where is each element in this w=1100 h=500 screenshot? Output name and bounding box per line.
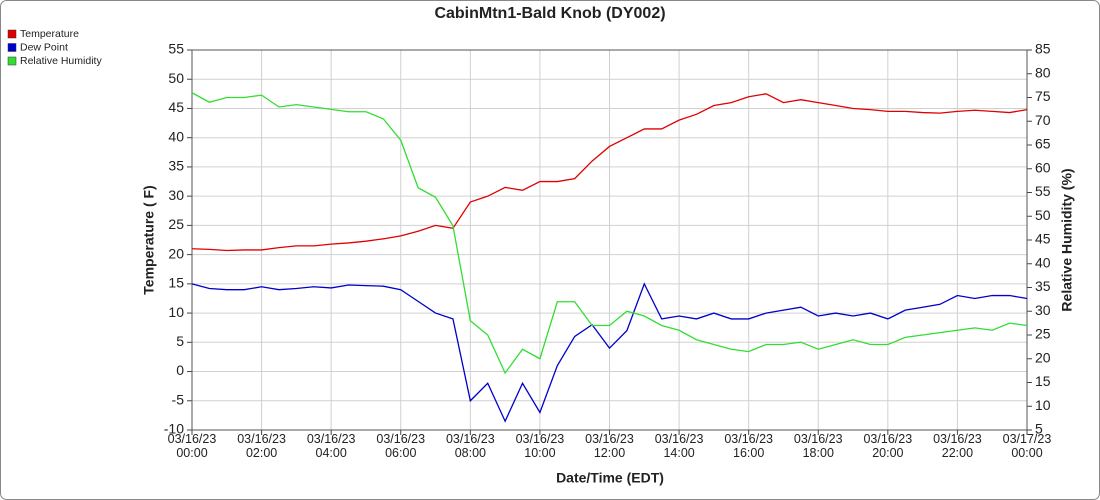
x-tick-label-box: 03/16/23 06:00 (376, 432, 426, 460)
y-tick-label: 20 (168, 245, 184, 261)
x-tick-label: 03/16/23 06:00 (376, 432, 426, 460)
y-tick-label: 30 (168, 187, 184, 203)
x-tick-label: 03/16/23 12:00 (585, 432, 634, 460)
y2-tick-label: 75 (1035, 88, 1051, 104)
y2-axis-label: Relative Humidity (%) (1059, 168, 1075, 311)
y2-tick-label: 15 (1035, 373, 1051, 389)
x-tick-label: 03/16/23 10:00 (515, 432, 565, 460)
y-tick-label: 35 (168, 158, 184, 174)
y-tick-label: 45 (168, 99, 184, 115)
x-tick-label: 03/16/23 18:00 (793, 432, 843, 460)
x-tick-label-box: 03/17/23 00:00 (1002, 432, 1052, 460)
y2-tick-label: 55 (1035, 183, 1051, 199)
y2-tick-label: 70 (1035, 112, 1051, 128)
y-tick-label: -5 (172, 391, 185, 407)
y2-tick-label: 80 (1035, 64, 1051, 80)
legend-label: Relative Humidity (20, 55, 102, 67)
x-tick-label: 03/16/23 02:00 (237, 432, 286, 460)
x-tick-label: 03/16/23 16:00 (724, 432, 773, 460)
y-tick-label: 40 (168, 128, 184, 144)
x-tick-label: 03/16/23 08:00 (445, 432, 495, 460)
x-tick-label: 03/16/23 04:00 (306, 432, 356, 460)
x-tick-label-box: 03/16/23 18:00 (793, 432, 843, 460)
x-tick-label-box: 03/16/23 14:00 (654, 432, 704, 460)
legend-swatch (7, 29, 17, 39)
y-tick-label: 10 (168, 304, 184, 320)
x-tick-label-box: 03/16/23 20:00 (863, 432, 913, 460)
x-tick-label-box: 03/16/23 00:00 (167, 432, 217, 460)
x-tick-label: 03/16/23 22:00 (933, 432, 982, 460)
y2-tick-label: 5 (1035, 421, 1043, 437)
y-axis-label: Temperature ( F) (141, 185, 157, 294)
legend-swatch (7, 56, 17, 66)
series-line (191, 282, 1028, 423)
y2-tick-label: 10 (1035, 397, 1051, 413)
y-tick-label: 55 (168, 41, 184, 57)
legend-label: Temperature (20, 28, 79, 40)
x-tick-label: 03/17/23 00:00 (1002, 432, 1052, 460)
legend-swatch (7, 43, 17, 52)
x-tick-label: 03/16/23 20:00 (863, 432, 913, 460)
y2-tick-label: 65 (1035, 136, 1051, 152)
y-tick-label: 25 (168, 216, 184, 232)
y2-tick-label: 85 (1035, 41, 1051, 57)
x-tick-label: 03/16/23 14:00 (654, 432, 704, 460)
y2-tick-label: 30 (1035, 302, 1051, 318)
x-tick-label-box: 03/16/23 04:00 (306, 432, 356, 460)
legend-label: Dew Point (20, 41, 68, 53)
y2-tick-label: 50 (1035, 207, 1051, 223)
y-tick-label: 15 (168, 275, 184, 291)
y2-tick-label: 45 (1035, 231, 1051, 247)
y2-tick-label: 60 (1035, 159, 1051, 175)
x-tick-label-box: 03/16/23 22:00 (933, 432, 982, 460)
chart-title: CabinMtn1-Bald Knob (DY002) (434, 5, 665, 22)
x-tick-label: 03/16/23 00:00 (167, 432, 217, 460)
y2-tick-label: 25 (1035, 326, 1051, 342)
x-tick-label-box: 03/16/23 10:00 (515, 432, 565, 460)
y2-tick-label: 40 (1035, 254, 1051, 270)
x-tick-label-box: 03/16/23 02:00 (237, 432, 286, 460)
x-tick-label-box: 03/16/23 08:00 (445, 432, 495, 460)
series-line (191, 92, 1028, 375)
y-tick-label: 50 (168, 70, 184, 86)
y-tick-label: 5 (176, 333, 184, 349)
y-tick-label: 0 (176, 362, 184, 378)
y2-tick-label: 20 (1035, 349, 1051, 365)
y2-tick-label: 35 (1035, 278, 1051, 294)
x-tick-label-box: 03/16/23 12:00 (585, 432, 634, 460)
series-line (191, 93, 1028, 252)
plot-border (191, 49, 1028, 431)
x-tick-label-box: 03/16/23 16:00 (724, 432, 773, 460)
x-axis-label: Date/Time (EDT) (556, 470, 664, 486)
y-tick-label: -10 (164, 421, 184, 437)
